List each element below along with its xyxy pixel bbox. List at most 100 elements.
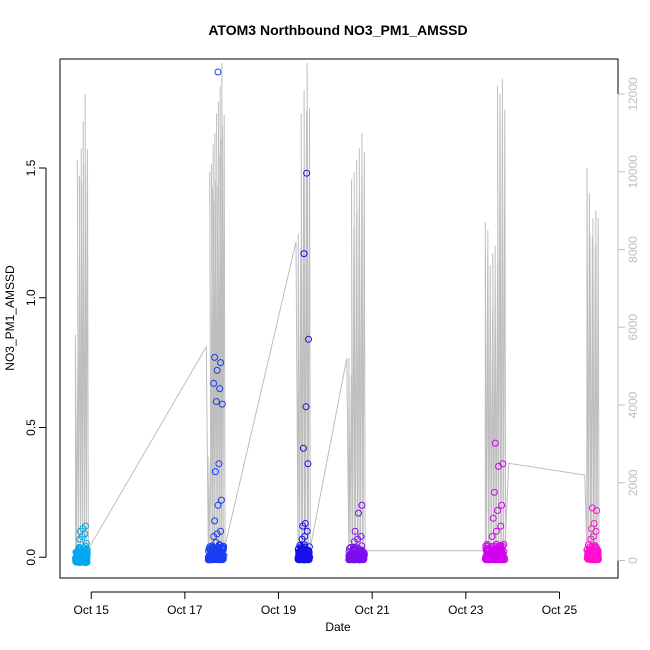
- data-point: [355, 509, 362, 517]
- data-point: [210, 552, 218, 560]
- data-point: [484, 547, 491, 555]
- x-tick-label: Oct 23: [448, 603, 484, 617]
- data-point: [496, 547, 504, 555]
- data-point: [496, 542, 504, 550]
- data-point: [491, 439, 499, 447]
- data-point: [212, 398, 220, 405]
- data-point: [499, 460, 507, 468]
- x-axis: Oct 15 Oct 17 Oct 19 Oct 21 Oct 23 Oct 25: [74, 591, 578, 617]
- data-point: [211, 468, 219, 476]
- data-point: [301, 520, 309, 527]
- data-point: [300, 250, 308, 258]
- y-axis: 0.0 0.5 1.0 1.5: [24, 159, 47, 566]
- data-point: [583, 545, 591, 553]
- data-point: [359, 553, 367, 561]
- data-point: [588, 504, 596, 512]
- plot-frame: [59, 58, 619, 579]
- secondary-y-tick-label: 12000: [626, 77, 640, 111]
- data-point: [590, 520, 598, 527]
- data-point: [75, 543, 83, 551]
- data-point: [82, 558, 89, 566]
- data-point: [210, 379, 218, 387]
- x-axis-label: Date: [325, 620, 351, 634]
- data-point: [305, 335, 312, 343]
- data-point: [305, 543, 313, 551]
- data-point: [494, 507, 501, 514]
- data-point: [211, 517, 219, 525]
- data-point: [586, 552, 594, 560]
- data-point: [214, 68, 222, 76]
- data-point: [218, 400, 226, 408]
- data-point: [213, 366, 221, 374]
- data-point: [210, 555, 218, 563]
- secondary-y-axis: 0 2000 4000 6000 8000 10000 12000: [617, 77, 640, 564]
- data-point: [299, 444, 307, 452]
- secondary-series-layer: [74, 62, 600, 555]
- data-point: [298, 554, 306, 562]
- secondary-y-tick-label: 2000: [626, 469, 640, 496]
- data-point: [497, 522, 505, 530]
- data-point: [490, 488, 498, 496]
- data-point: [83, 548, 91, 556]
- y-tick-label: 0.0: [24, 549, 38, 566]
- data-point: [350, 556, 358, 564]
- y-tick-label: 1.5: [24, 159, 38, 176]
- data-point: [357, 533, 365, 540]
- data-point: [217, 527, 225, 535]
- data-point: [211, 353, 219, 361]
- data-point: [217, 554, 225, 562]
- data-point: [215, 541, 223, 549]
- data-point: [588, 554, 596, 562]
- data-point: [345, 554, 353, 562]
- data-point: [492, 527, 500, 535]
- data-point: [358, 501, 366, 509]
- data-point: [72, 556, 80, 564]
- y-axis-label: NO3_PM1_AMSSD: [3, 265, 17, 371]
- data-point: [593, 553, 601, 561]
- data-point: [488, 533, 496, 540]
- y-tick-label: 0.5: [24, 419, 38, 436]
- data-point: [295, 555, 303, 563]
- x-tick-label: Oct 25: [542, 603, 578, 617]
- data-point: [300, 556, 308, 564]
- secondary-series-line: [74, 62, 600, 555]
- data-point: [500, 540, 508, 548]
- data-point: [302, 550, 310, 558]
- data-point: [206, 556, 214, 564]
- data-point: [351, 527, 359, 535]
- data-point: [214, 546, 222, 554]
- data-point: [295, 548, 303, 556]
- data-point: [217, 359, 225, 367]
- data-point: [214, 501, 222, 509]
- secondary-y-tick-label: 0: [626, 557, 640, 564]
- data-point: [82, 522, 89, 530]
- data-point: [215, 460, 223, 468]
- data-point: [303, 527, 311, 535]
- data-point: [489, 544, 497, 552]
- data-point: [216, 385, 224, 393]
- data-point: [482, 545, 490, 553]
- data-point: [349, 552, 357, 560]
- data-point: [208, 542, 216, 550]
- data-point: [488, 553, 496, 561]
- x-tick-label: Oct 17: [167, 603, 203, 617]
- data-point: [346, 545, 353, 553]
- y-tick-label: 1.0: [24, 289, 38, 306]
- chart-title: ATOM3 Northbound NO3_PM1_AMSSD: [208, 22, 467, 38]
- data-point: [302, 403, 310, 411]
- data-point: [500, 556, 507, 564]
- data-point: [591, 542, 599, 550]
- data-point: [303, 169, 311, 177]
- data-point: [299, 544, 307, 552]
- data-point: [304, 460, 312, 468]
- secondary-y-tick-label: 10000: [626, 155, 640, 189]
- data-point: [489, 514, 497, 522]
- data-point: [500, 548, 508, 556]
- x-tick-label: Oct 21: [354, 603, 390, 617]
- x-tick-label: Oct 15: [74, 603, 110, 617]
- secondary-y-tick-label: 4000: [626, 391, 640, 418]
- data-point: [217, 496, 225, 504]
- secondary-y-tick-label: 8000: [626, 236, 640, 263]
- data-point: [498, 501, 506, 509]
